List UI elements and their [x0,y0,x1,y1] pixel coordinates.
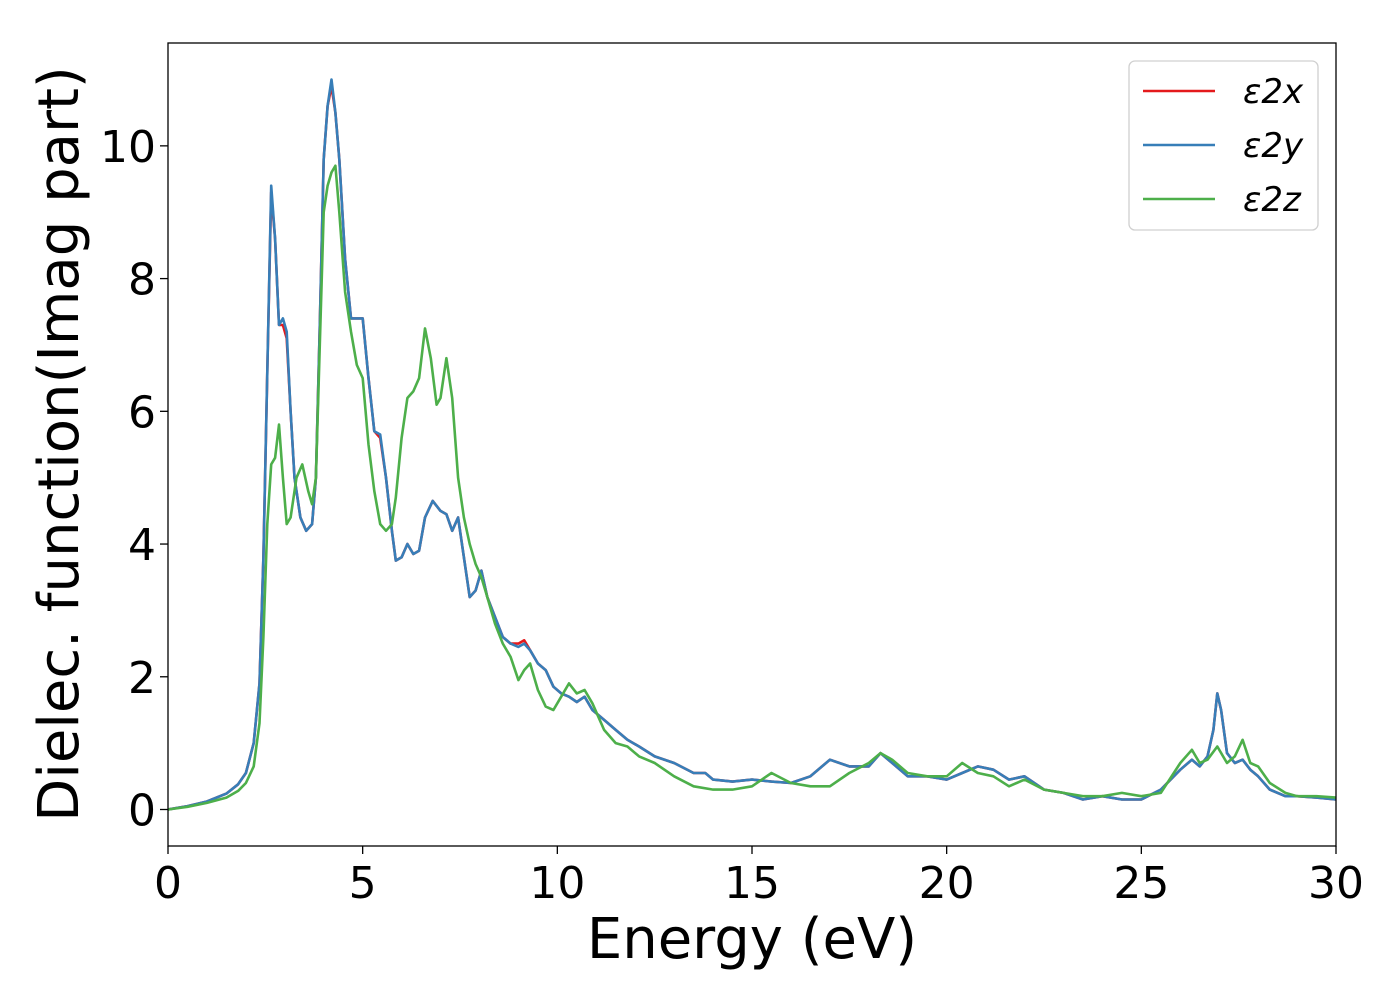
y-axis-title: Dielec. function(Imag part) [27,66,92,822]
series-line-3 [168,164,1336,811]
x-tick-label: 5 [349,858,377,909]
y-tick-label: 6 [128,387,156,438]
y-tick-label: 2 [128,653,156,704]
x-tick-label: 25 [1113,858,1169,909]
y-tick-label: 8 [128,255,156,306]
legend-box [1128,60,1319,231]
legend-label: ε2y [1243,126,1304,166]
x-tick-label: 15 [724,858,780,909]
legend-label: ε2x [1243,72,1304,112]
legend-label: ε2z [1243,180,1302,220]
x-tick-label: 20 [919,858,975,909]
plot-layer [168,78,1336,811]
y-tick-label: 10 [100,122,156,173]
y-tick-label: 0 [128,786,156,837]
x-axis-title: Energy (eV) [587,907,917,972]
x-tick-label: 30 [1308,858,1364,909]
legend: ε2x ε2y ε2z [1128,60,1319,231]
x-tick-label: 0 [154,858,182,909]
ticks-layer: 0 5 10 15 20 25 30 0 2 4 6 8 10 [100,122,1364,909]
y-tick-label: 4 [128,520,156,571]
x-tick-label: 10 [529,858,585,909]
series-line-2 [168,78,1336,811]
